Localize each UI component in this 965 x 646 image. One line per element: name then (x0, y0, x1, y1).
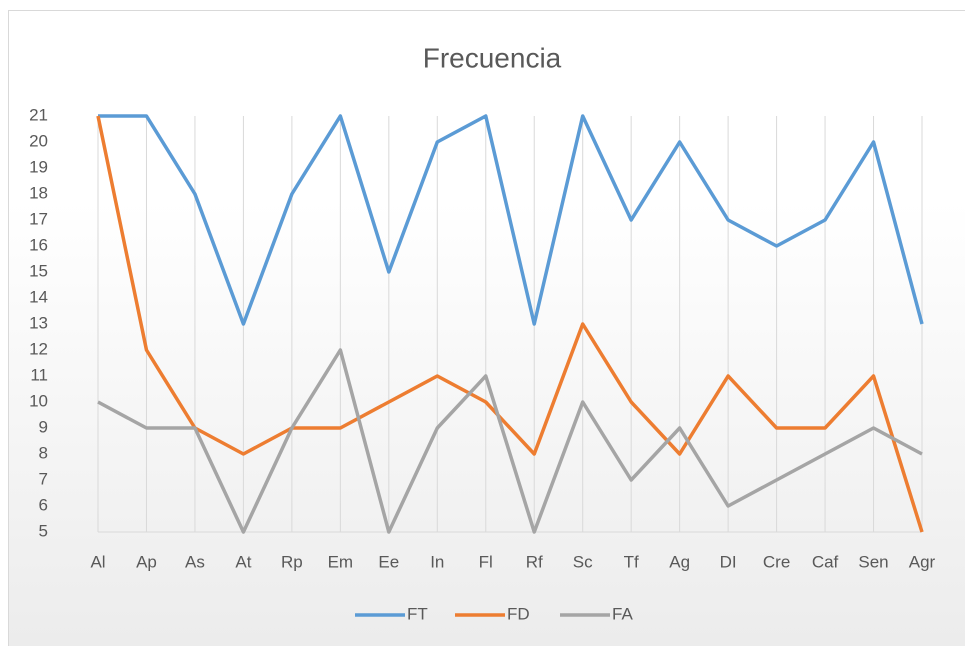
y-tick-label: 19 (29, 157, 48, 176)
x-tick-label: Sc (573, 552, 593, 571)
y-tick-label: 18 (29, 183, 48, 202)
y-tick-label: 8 (39, 443, 48, 462)
x-tick-label: Ap (136, 552, 157, 571)
y-tick-label: 17 (29, 209, 48, 228)
x-tick-label: Sen (858, 552, 888, 571)
y-tick-label: 16 (29, 235, 48, 254)
x-tick-label: Agr (909, 552, 936, 571)
x-tick-label: Ee (378, 552, 399, 571)
y-tick-label: 21 (29, 105, 48, 124)
x-tick-label: Caf (812, 552, 839, 571)
y-tick-label: 11 (30, 365, 48, 384)
y-tick-label: 20 (29, 131, 48, 150)
y-tick-label: 15 (29, 261, 48, 280)
series-line (96, 115, 924, 533)
legend-label: FA (612, 604, 633, 623)
series-line (98, 114, 924, 326)
x-tick-label: Fl (479, 552, 493, 571)
y-tick-label: 10 (29, 391, 48, 410)
x-tick-label: Rf (526, 552, 543, 571)
x-tick-label: In (430, 552, 444, 571)
legend-label: FD (507, 604, 530, 623)
x-tick-label: DI (720, 552, 737, 571)
x-tick-label: Cre (763, 552, 790, 571)
x-tick-label: Em (328, 552, 354, 571)
x-tick-label: Al (90, 552, 105, 571)
y-tick-label: 7 (39, 469, 48, 488)
chart-background (9, 11, 965, 646)
y-tick-label: 6 (39, 495, 48, 514)
x-tick-label: As (185, 552, 205, 571)
series-line (97, 348, 923, 534)
y-tick-label: 13 (29, 313, 48, 332)
x-tick-label: At (235, 552, 251, 571)
x-tick-label: Ag (669, 552, 690, 571)
y-tick-label: 5 (39, 521, 48, 540)
y-tick-label: 14 (29, 287, 48, 306)
legend-label: FT (407, 604, 428, 623)
chart-title: Frecuencia (423, 42, 562, 73)
x-tick-label: Rp (281, 552, 303, 571)
y-tick-label: 12 (29, 339, 48, 358)
y-tick-label: 9 (39, 417, 48, 436)
x-tick-label: Tf (624, 552, 639, 571)
